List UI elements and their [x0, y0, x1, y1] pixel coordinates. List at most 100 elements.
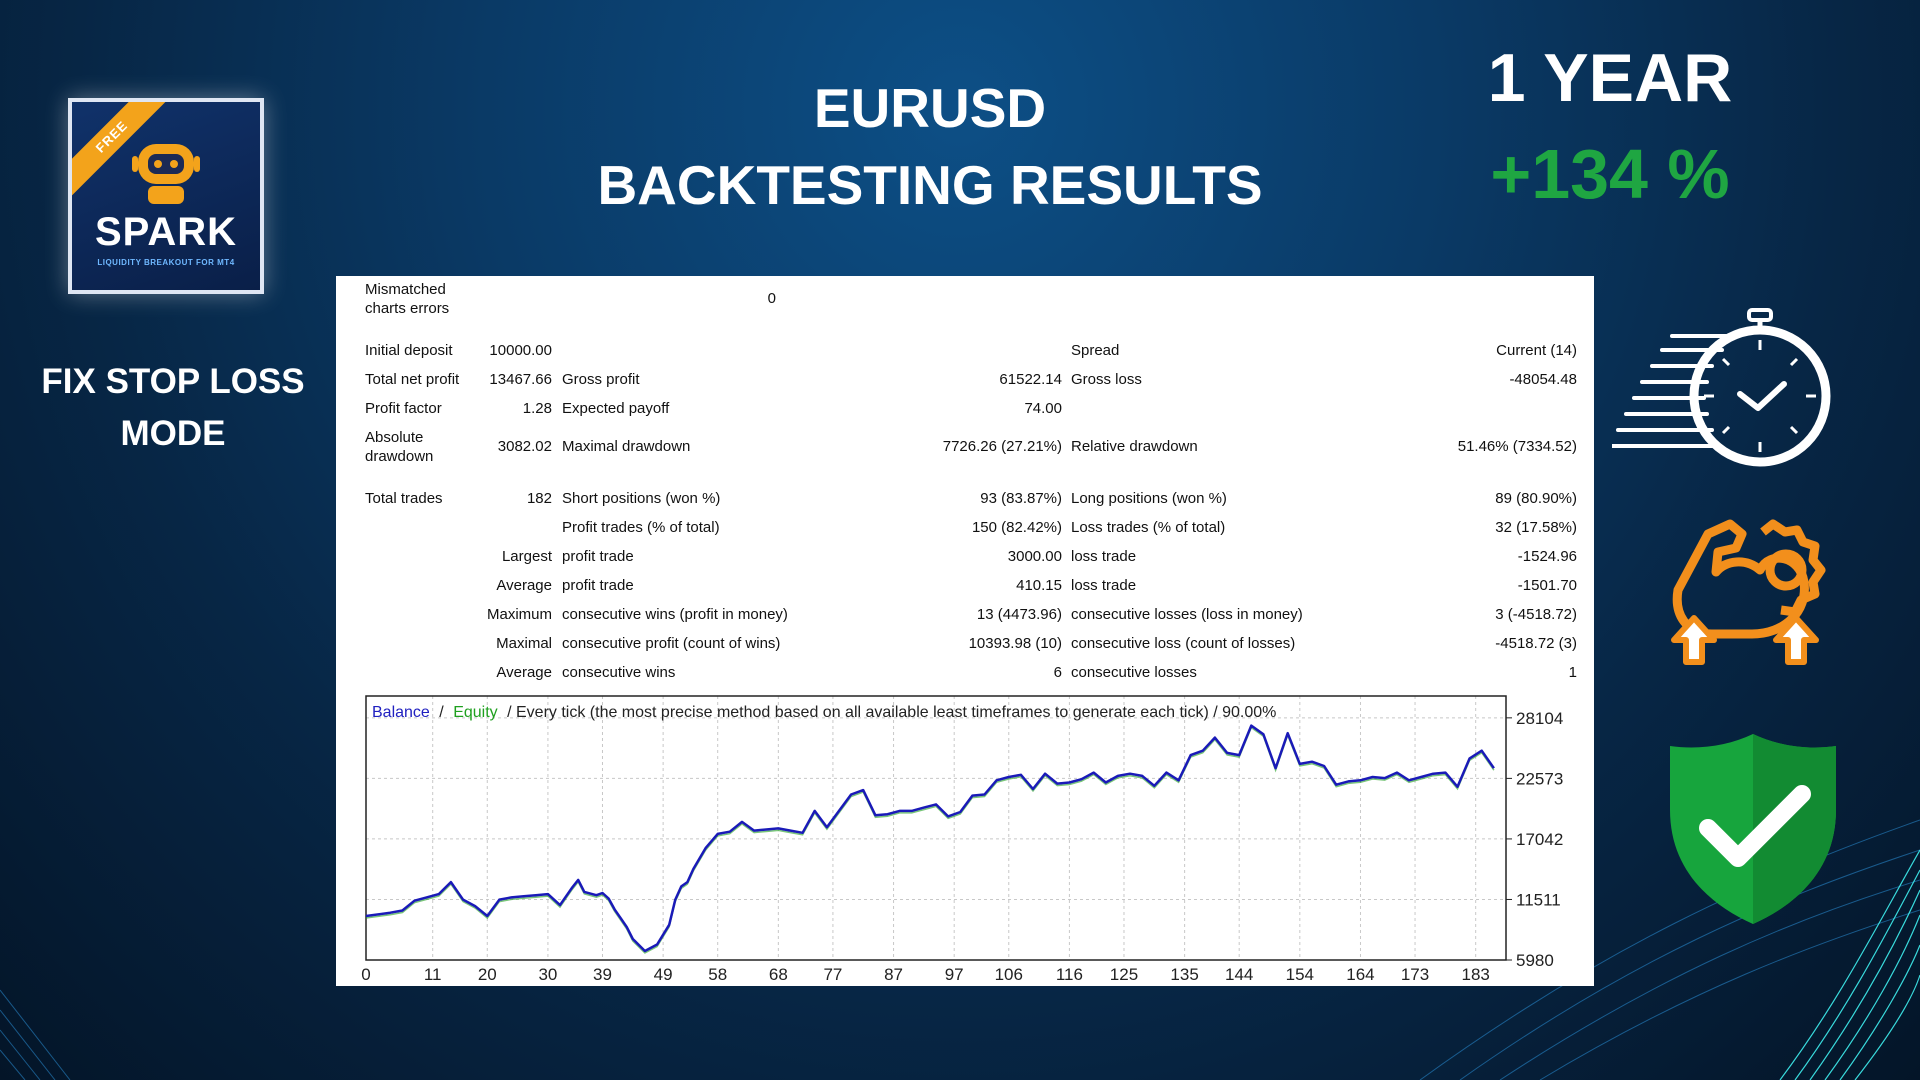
total-net-profit-label: Total net profit — [365, 371, 460, 388]
loss-trades-label: Loss trades (% of total) — [1071, 519, 1226, 536]
plot-frame — [365, 695, 1507, 961]
mode-line-1: FIX STOP LOSS — [41, 362, 305, 401]
avg-consec-losses-label: consecutive losses — [1071, 664, 1197, 681]
mismatched-label: Mismatched charts errors — [365, 280, 449, 318]
chart-series — [365, 724, 1495, 954]
absolute-drawdown-label-1: Absolute — [365, 429, 424, 446]
maximal-drawdown-value-text: 7726.26 (27.21%) — [942, 438, 1062, 455]
absolute-drawdown-label-2: drawdown — [365, 448, 434, 465]
robot-icon — [132, 144, 200, 204]
short-positions-label: Short positions (won %) — [562, 490, 721, 507]
total-net-profit-value-text: 13467.66 — [489, 371, 552, 388]
x-tick-label: 154 — [1286, 965, 1314, 984]
x-tick-label: 125 — [1110, 965, 1138, 984]
x-tick-label: 116 — [1056, 965, 1083, 984]
strength-gear-icon — [1671, 519, 1826, 665]
relative-drawdown-label: Relative drawdown — [1071, 438, 1198, 455]
y-tick-label: 11511 — [1516, 890, 1561, 909]
average-loss-value-text: -1501.70 — [1517, 577, 1577, 594]
loss-trades-value-text: 32 (17.58%) — [1495, 519, 1577, 536]
x-tick-label: 77 — [823, 965, 842, 984]
initial-deposit-value-text: 10000.00 — [489, 342, 552, 359]
max-consec-losses-label: consecutive losses (loss in money) — [1071, 606, 1303, 623]
y-tick-label: 22573 — [1516, 769, 1563, 788]
stopwatch-icon — [1612, 308, 1831, 467]
page-title: EURUSD BACKTESTING RESULTS — [560, 70, 1300, 224]
maximum-label-text: Maximum — [486, 606, 552, 623]
largest-loss-value-text: -1524.96 — [1517, 548, 1577, 565]
x-tick-label: 183 — [1461, 965, 1489, 984]
legend-balance: Balance — [372, 704, 430, 721]
maximal-consec-loss-label: consecutive loss (count of losses) — [1071, 635, 1296, 652]
absolute-drawdown-value-text: 3082.02 — [497, 438, 552, 455]
short-positions-value-text: 93 (83.87%) — [980, 490, 1062, 507]
profit-trades-value-text: 150 (82.42%) — [971, 519, 1062, 536]
spread-value-text: Current (14) — [1496, 342, 1577, 359]
x-tick-label: 0 — [361, 965, 370, 984]
equity-line — [365, 726, 1495, 954]
initial-deposit-label: Initial deposit — [365, 342, 453, 359]
title-line-1: EURUSD — [813, 77, 1047, 139]
profit-factor-label: Profit factor — [365, 400, 442, 417]
legend-separator: / — [439, 704, 444, 721]
mode-line-2: MODE — [120, 414, 226, 453]
balance-line — [365, 724, 1495, 953]
chart-grid — [366, 696, 1506, 960]
max-consec-wins-value-text: 13 (4473.96) — [976, 606, 1062, 623]
balance-chart: 0 11 20 30 39 49 58 68 77 87 97 106 116 125 135 144 154 1… — [361, 695, 1563, 984]
x-axis-ticks: 0 11 20 30 39 49 58 68 77 87 97 106 116 125 135 144 154 1… — [361, 965, 1490, 984]
spread-label: Spread — [1071, 342, 1120, 359]
x-tick-label: 144 — [1225, 965, 1253, 984]
x-tick-label: 20 — [478, 965, 497, 984]
legend-description: / Every tick (the most precise method ba… — [507, 704, 1276, 721]
x-tick-label: 68 — [769, 965, 788, 984]
average-profit-value-text: 410.15 — [1016, 577, 1062, 594]
x-tick-label: 11 — [424, 965, 442, 984]
largest-profit-value-text: 3000.00 — [1007, 548, 1062, 565]
profit-factor-value-text: 1.28 — [522, 400, 552, 417]
long-positions-value-text: 89 (80.90%) — [1495, 490, 1577, 507]
x-tick-label: 58 — [708, 965, 727, 984]
avg-consec-wins-label: consecutive wins — [562, 664, 676, 681]
x-tick-label: 106 — [995, 965, 1023, 984]
logo-brand: SPARK — [94, 210, 238, 254]
stop-loss-mode-label: FIX STOP LOSS MODE — [28, 356, 318, 460]
x-tick-label: 97 — [945, 965, 964, 984]
avg-consec-wins-value-text: 6 — [1053, 664, 1062, 681]
expected-payoff-label: Expected payoff — [562, 400, 670, 417]
x-tick-label: 49 — [654, 965, 673, 984]
maximal-consec-profit-value-text: 10393.98 (10) — [968, 635, 1062, 652]
long-positions-label: Long positions (won %) — [1071, 490, 1227, 507]
avg-consec-losses-value-text: 1 — [1568, 664, 1577, 681]
gain-label: +134 % — [1490, 135, 1730, 213]
mismatched-value: 0 — [767, 290, 776, 307]
x-tick-label: 173 — [1401, 965, 1429, 984]
max-consec-losses-value-text: 3 (-4518.72) — [1495, 606, 1577, 623]
title-line-2: BACKTESTING RESULTS — [597, 154, 1263, 216]
backtest-report: Mismatched charts errors 0 Initial depos… — [336, 276, 1594, 986]
shield-check-icon — [1670, 734, 1836, 924]
average-consec-label-text: Average — [496, 664, 552, 681]
expected-payoff-value-text: 74.00 — [1024, 400, 1062, 417]
x-tick-label: 87 — [884, 965, 903, 984]
maximal-consec-profit-label: consecutive profit (count of wins) — [562, 635, 781, 652]
average-loss-label: loss trade — [1071, 577, 1137, 594]
gross-loss-value-text: -48054.48 — [1509, 371, 1577, 388]
gross-profit-value-text: 61522.14 — [999, 371, 1062, 388]
legend-equity: Equity — [453, 704, 497, 721]
average-label-text: Average — [496, 577, 552, 594]
mismatched-label-1: Mismatched — [365, 281, 446, 298]
x-tick-label: 164 — [1346, 965, 1374, 984]
spark-logo: FREE SPARK LIQUIDITY BREAKOUT FOR MT4 — [68, 98, 264, 294]
largest-loss-label: loss trade — [1071, 548, 1137, 565]
y-tick-label: 17042 — [1516, 830, 1563, 849]
x-tick-label: 135 — [1170, 965, 1198, 984]
logo-tagline: LIQUIDITY BREAKOUT FOR MT4 — [97, 258, 235, 267]
chart-legend: Balance / Equity / Every tick (the most … — [372, 704, 1276, 721]
gross-loss-label: Gross loss — [1071, 371, 1142, 388]
y-axis-ticks: 5980 11511 17042 22573 28104 — [1506, 709, 1563, 970]
max-consec-wins-label: consecutive wins (profit in money) — [562, 606, 788, 623]
maximal-label-text: Maximal — [496, 635, 552, 652]
relative-drawdown-value-text: 51.46% (7334.52) — [1457, 438, 1577, 455]
y-tick-label: 28104 — [1516, 709, 1563, 728]
